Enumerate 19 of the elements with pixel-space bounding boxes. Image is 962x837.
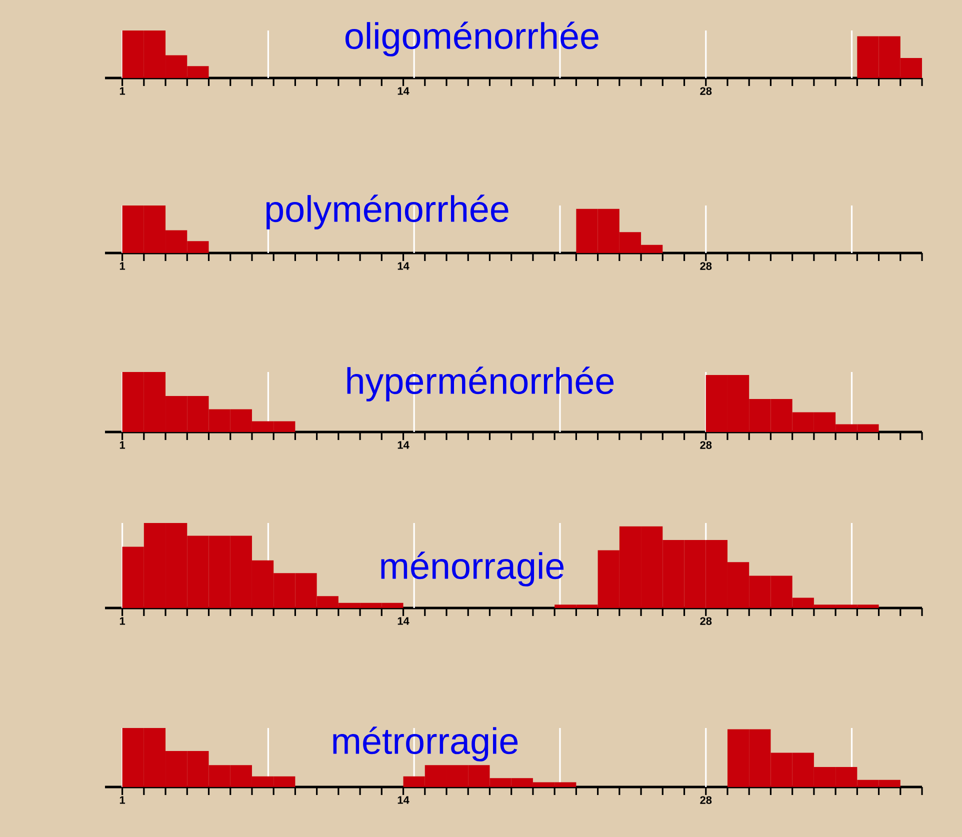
x-tick-label: 1 (120, 262, 126, 270)
x-tick-label: 28 (700, 441, 712, 449)
x-tick-label: 28 (700, 262, 712, 270)
x-tick-label: 1 (120, 617, 126, 625)
x-tick-label: 14 (398, 617, 410, 625)
chart-title: oligoménorrhée (345, 22, 598, 56)
x-tick-label: 1 (120, 796, 126, 804)
x-tick-label: 14 (398, 441, 410, 449)
x-tick-label: 28 (700, 796, 712, 804)
chart-title: métrorragie (333, 726, 518, 762)
x-tick-label: 28 (700, 87, 712, 95)
x-tick-label: 14 (398, 87, 410, 95)
x-tick-label: 28 (700, 617, 712, 625)
chart-title: hyperménorrhée (347, 366, 614, 402)
x-tick-label: 14 (398, 262, 410, 270)
x-tick-label: 14 (398, 796, 410, 804)
text: ménorragie (381, 552, 564, 586)
x-tick-label: 1 (120, 87, 126, 95)
x-tick-label: 1 (120, 441, 126, 449)
